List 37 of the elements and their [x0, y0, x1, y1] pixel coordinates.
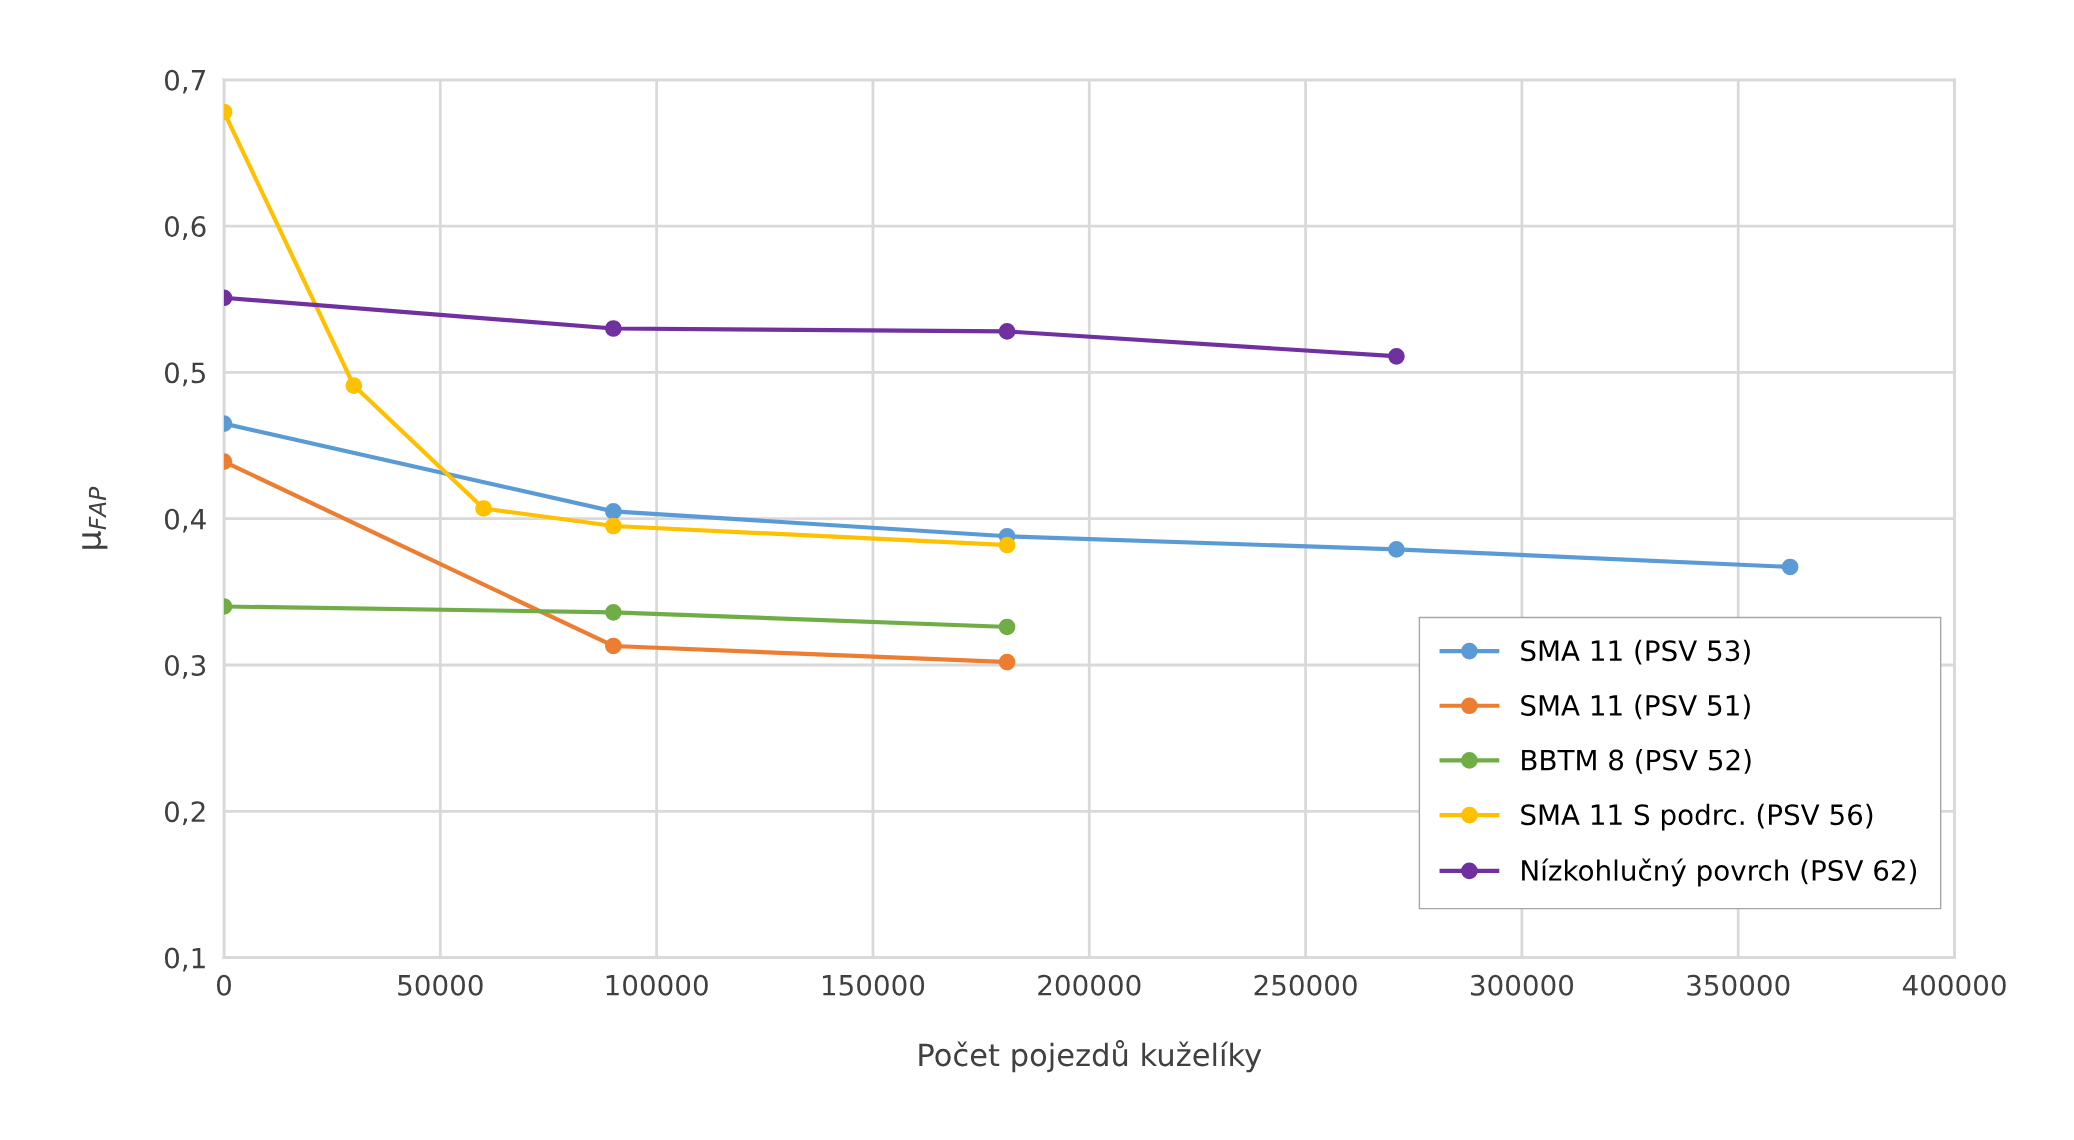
- point: [1781, 558, 1799, 576]
- point: [605, 503, 622, 520]
- legend-label: BBTM 8 (PSV 52): [1522, 749, 1751, 774]
- y-tick-label: 0,5: [164, 362, 205, 387]
- x-tick-label: 250000: [1254, 974, 1357, 996]
- y-tick-label: 0,3: [164, 654, 206, 679]
- y-axis-title: μ$_{FAP}$: [82, 486, 108, 549]
- y-tick-label: 0,1: [164, 947, 205, 972]
- x-tick-label: 350000: [1687, 974, 1790, 996]
- point: [475, 500, 492, 517]
- x-tick-label: 0: [216, 974, 231, 996]
- point: [605, 637, 622, 655]
- point: [998, 323, 1016, 340]
- y-tick-label: 0,4: [164, 508, 206, 533]
- legend-label: SMA 11 S podrc. (PSV 56): [1521, 803, 1873, 831]
- point: [998, 536, 1016, 554]
- legend-label: SMA 11 (PSV 53): [1521, 639, 1750, 665]
- point: [1388, 541, 1405, 558]
- x-tick-label: 100000: [606, 974, 708, 996]
- x-tick-label: 150000: [822, 974, 925, 996]
- y-tick-label: 0,7: [164, 69, 205, 94]
- y-tick-label: 0,6: [164, 216, 206, 240]
- point: [345, 377, 363, 394]
- point: [998, 653, 1016, 671]
- x-tick-label: 300000: [1471, 974, 1574, 996]
- point: [1388, 347, 1405, 365]
- point: [998, 618, 1016, 636]
- y-tick-label: 0,2: [164, 801, 205, 826]
- point: [605, 320, 622, 337]
- x-axis-title: Počet pojezdů kuželíky: [919, 1040, 1262, 1073]
- point: [605, 517, 622, 535]
- legend-label: SMA 11 (PSV 51): [1521, 694, 1750, 720]
- x-tick-label: 200000: [1038, 974, 1141, 996]
- point: [605, 603, 622, 621]
- x-tick-label: 400000: [1902, 974, 2006, 996]
- x-tick-label: 50000: [398, 974, 483, 996]
- legend-label: Nízkohlučný povrch (PSV 62): [1522, 858, 1917, 887]
